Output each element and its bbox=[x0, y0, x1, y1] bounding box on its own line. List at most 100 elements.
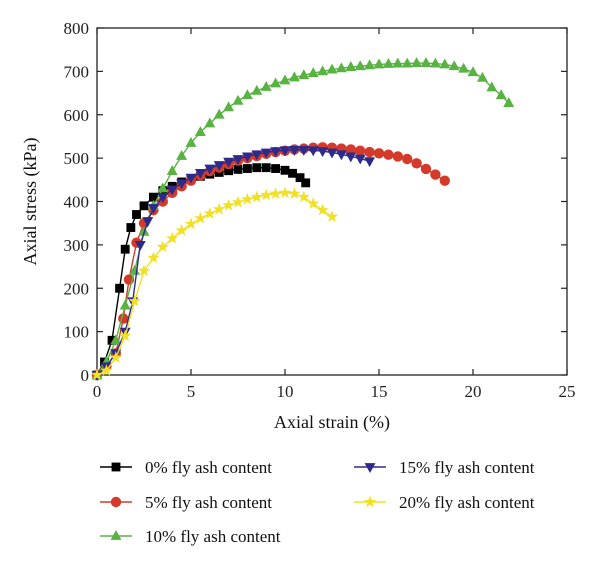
series-line bbox=[96, 192, 333, 376]
data-point bbox=[476, 71, 488, 82]
legend-label: 10% fly ash content bbox=[145, 527, 281, 546]
data-point bbox=[364, 146, 375, 158]
data-point bbox=[119, 329, 132, 342]
data-point bbox=[90, 368, 104, 381]
legend: 0% fly ash content 5% fly ash content 10% … bbox=[100, 458, 535, 546]
data-point bbox=[335, 62, 347, 73]
data-point bbox=[383, 149, 394, 160]
data-point bbox=[204, 164, 216, 175]
data-point bbox=[252, 163, 262, 173]
data-point bbox=[335, 150, 347, 161]
data-point bbox=[503, 97, 515, 107]
data-point bbox=[364, 59, 376, 70]
series-2 bbox=[91, 57, 515, 379]
data-point bbox=[148, 192, 158, 202]
data-point bbox=[204, 117, 216, 128]
data-point bbox=[420, 57, 432, 68]
y-tick-label: 800 bbox=[64, 19, 90, 38]
axes: 0 5 10 15 20 25 0 100 200 300 400 500 600 700 800 bbox=[64, 19, 576, 401]
series-line bbox=[96, 146, 446, 376]
legend-item: 10% fly ash content bbox=[100, 527, 281, 546]
series-3 bbox=[91, 145, 376, 381]
legend-item: 15% fly ash content bbox=[354, 458, 535, 477]
data-point bbox=[139, 201, 149, 211]
data-point bbox=[467, 66, 479, 77]
data-point bbox=[345, 144, 356, 155]
series-line bbox=[96, 166, 307, 376]
legend-label: 15% fly ash content bbox=[399, 458, 535, 477]
data-point bbox=[203, 207, 216, 219]
legend-item: 0% fly ash content bbox=[100, 458, 272, 477]
data-point bbox=[213, 161, 225, 172]
data-point bbox=[373, 58, 385, 69]
data-point bbox=[439, 58, 451, 69]
data-point bbox=[326, 148, 338, 159]
data-point bbox=[279, 74, 291, 85]
data-point bbox=[401, 57, 413, 68]
data-point bbox=[156, 240, 169, 253]
data-point bbox=[495, 89, 507, 100]
data-point bbox=[316, 203, 329, 216]
data-point bbox=[345, 152, 357, 163]
data-point bbox=[126, 223, 136, 232]
data-point bbox=[288, 71, 300, 82]
data-point bbox=[137, 264, 151, 277]
data-point bbox=[280, 165, 290, 175]
legend-marker bbox=[111, 462, 121, 472]
data-point bbox=[297, 190, 310, 203]
data-point bbox=[129, 264, 141, 275]
data-point bbox=[411, 57, 423, 68]
y-tick-label: 200 bbox=[64, 279, 90, 298]
data-point bbox=[100, 364, 113, 376]
data-point bbox=[269, 187, 282, 199]
legend-item: 5% fly ash content bbox=[100, 493, 272, 512]
data-point bbox=[260, 148, 272, 159]
data-point bbox=[298, 69, 310, 80]
data-point bbox=[270, 77, 282, 88]
data-point bbox=[288, 168, 297, 178]
data-point bbox=[420, 163, 432, 175]
data-point bbox=[213, 108, 225, 119]
data-point bbox=[231, 195, 245, 208]
data-point bbox=[439, 175, 450, 186]
data-point bbox=[354, 60, 366, 71]
data-point bbox=[288, 145, 300, 156]
data-point bbox=[241, 152, 253, 163]
data-point bbox=[166, 185, 178, 196]
data-point bbox=[115, 283, 124, 293]
data-point bbox=[295, 173, 305, 183]
data-point bbox=[270, 147, 282, 158]
y-tick-label: 500 bbox=[64, 149, 90, 168]
data-point bbox=[307, 146, 319, 157]
data-point bbox=[232, 94, 244, 105]
data-point bbox=[242, 164, 252, 173]
legend-marker bbox=[363, 495, 377, 508]
data-point bbox=[222, 198, 235, 211]
data-point bbox=[166, 231, 179, 244]
data-point bbox=[355, 145, 366, 156]
data-point bbox=[142, 217, 154, 227]
data-point bbox=[241, 89, 253, 100]
data-point bbox=[107, 335, 117, 345]
data-point bbox=[128, 294, 141, 307]
data-point bbox=[194, 126, 206, 136]
legend-marker bbox=[110, 496, 122, 508]
legend-label: 5% fly ash content bbox=[145, 493, 272, 512]
data-point bbox=[184, 217, 198, 230]
data-point bbox=[157, 182, 169, 193]
data-point bbox=[392, 57, 404, 68]
data-point bbox=[345, 61, 357, 71]
data-point bbox=[307, 67, 319, 78]
data-point bbox=[213, 202, 226, 215]
x-tick-label: 20 bbox=[465, 382, 482, 401]
data-point bbox=[301, 178, 311, 188]
legend-item: 20% fly ash content bbox=[354, 493, 535, 512]
data-point bbox=[251, 150, 263, 161]
data-point bbox=[317, 147, 329, 158]
data-point bbox=[185, 136, 197, 147]
legend-label: 20% fly ash content bbox=[399, 493, 535, 512]
data-point bbox=[132, 210, 141, 219]
y-axis-title: Axial stress (kPa) bbox=[20, 138, 41, 266]
series-1 bbox=[91, 142, 450, 381]
